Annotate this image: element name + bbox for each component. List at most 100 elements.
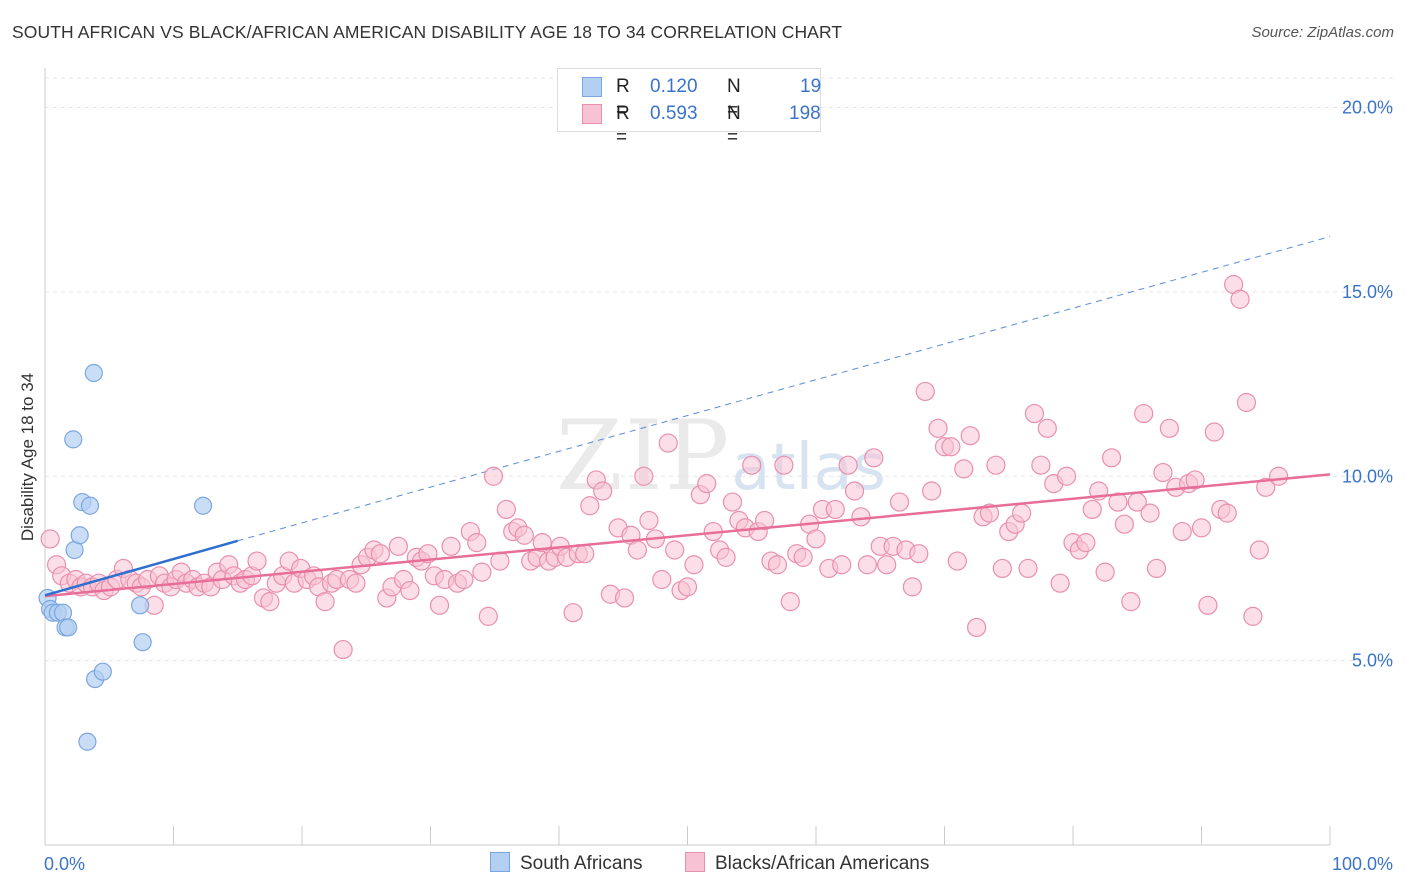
- y-tick-label: 20.0%: [1342, 98, 1393, 118]
- data-point-blacks: [563, 603, 583, 623]
- data-point-blacks: [658, 433, 678, 453]
- tick-labels: 5.0% 10.0% 15.0% 20.0% 0.0% 100.0%: [44, 98, 1393, 875]
- data-point-blacks: [909, 544, 929, 564]
- data-point-blacks: [767, 555, 788, 575]
- data-point-blacks: [454, 569, 474, 590]
- axes: [44, 68, 1331, 846]
- data-point-blacks: [1076, 533, 1096, 553]
- data-point-blacks: [1011, 503, 1032, 523]
- data-point-blacks: [652, 569, 672, 590]
- legend-n-value: 19: [800, 76, 822, 97]
- data-point-blacks: [472, 562, 492, 582]
- data-point-blacks: [370, 544, 390, 564]
- data-point-blacks: [1082, 499, 1102, 520]
- legend-item-south-africans: South Africans: [490, 852, 643, 875]
- legend-r-label: R =: [616, 76, 630, 121]
- data-point-blacks: [844, 481, 865, 501]
- data-point-blacks: [1140, 503, 1160, 523]
- data-point-blacks: [684, 555, 704, 575]
- data-point-blacks: [1134, 403, 1154, 424]
- trend-line-south-africans: [44, 539, 239, 597]
- trend-lines-front: [44, 473, 1331, 598]
- data-point-blacks: [992, 558, 1012, 579]
- data-point-blacks: [496, 499, 516, 520]
- data-point-blacks: [716, 547, 736, 567]
- data-point-blacks: [1018, 558, 1038, 579]
- data-point-blacks: [889, 492, 910, 512]
- data-point-blacks: [832, 555, 852, 575]
- legend-r-label: R =: [616, 103, 630, 148]
- data-point-blacks: [388, 536, 408, 556]
- data-point-south-africans: [133, 633, 152, 652]
- data-point-blacks: [1056, 466, 1077, 486]
- data-point-south-africans: [70, 526, 89, 545]
- data-point-blacks: [40, 529, 60, 549]
- data-point-blacks: [1146, 558, 1167, 579]
- data-point-blacks: [346, 573, 366, 593]
- data-point-blacks: [928, 418, 948, 438]
- data-point-blacks: [902, 577, 922, 597]
- y-tick-label: 15.0%: [1342, 282, 1393, 302]
- data-point-blacks: [1268, 466, 1289, 486]
- data-point-blacks: [697, 474, 717, 494]
- data-point-blacks: [580, 496, 600, 516]
- data-point-blacks: [793, 547, 813, 567]
- data-point-blacks: [1249, 540, 1269, 560]
- data-point-blacks: [1024, 403, 1045, 424]
- trend-line-blacks: [44, 473, 1331, 598]
- data-point-blacks: [1172, 521, 1192, 542]
- legend-n-value: 198: [789, 103, 821, 124]
- data-point-blacks: [806, 529, 826, 549]
- data-point-blacks: [575, 544, 595, 564]
- data-point-blacks: [634, 466, 654, 486]
- y-tick-label: 5.0%: [1352, 651, 1393, 671]
- data-point-blacks: [754, 510, 775, 531]
- data-point-blacks: [864, 448, 884, 468]
- data-point-blacks: [825, 499, 845, 520]
- data-point-blacks: [247, 551, 267, 571]
- legend-label-blacks: Blacks/African Americans: [715, 853, 930, 874]
- x-tick-label: 100.0%: [1332, 854, 1393, 874]
- data-point-blacks: [774, 455, 794, 475]
- y-tick-label: 10.0%: [1342, 466, 1393, 486]
- data-point-south-africans: [193, 496, 213, 515]
- data-point-south-africans: [130, 596, 150, 615]
- data-point-blacks: [979, 503, 1000, 523]
- data-point-south-africans: [78, 732, 97, 751]
- data-point-blacks: [780, 592, 800, 612]
- data-point-blacks: [1031, 455, 1051, 475]
- data-point-blacks: [665, 540, 685, 560]
- data-point-blacks: [922, 481, 942, 501]
- data-point-blacks: [1243, 606, 1263, 626]
- data-point-blacks: [1037, 418, 1057, 438]
- data-point-blacks: [1217, 503, 1237, 523]
- data-point-blacks: [857, 555, 878, 575]
- data-point-blacks: [838, 455, 858, 475]
- data-point-blacks: [1153, 462, 1173, 483]
- data-point-blacks: [260, 592, 280, 612]
- data-point-blacks: [915, 381, 935, 402]
- data-point-blacks: [1191, 518, 1212, 538]
- legend-swatch-pink: [582, 104, 602, 124]
- data-point-blacks: [1108, 492, 1128, 512]
- data-point-blacks: [593, 481, 613, 501]
- legend-swatch-pink: [685, 852, 705, 872]
- legend-label-south-africans: South Africans: [520, 853, 643, 874]
- data-point-blacks: [315, 592, 335, 612]
- data-point-blacks: [400, 580, 420, 601]
- data-point-blacks: [1236, 392, 1257, 413]
- data-point-south-africans: [80, 496, 100, 515]
- data-point-blacks: [851, 507, 871, 527]
- data-point-blacks: [333, 639, 353, 660]
- data-point-blacks: [1204, 422, 1224, 442]
- data-point-blacks: [614, 588, 635, 608]
- data-point-south-africans: [93, 662, 112, 681]
- trend-lines: [237, 236, 1331, 542]
- data-point-blacks: [1101, 448, 1122, 468]
- series-blacks-points: [40, 274, 1289, 660]
- data-point-blacks: [1256, 477, 1276, 497]
- data-point-blacks: [742, 455, 762, 475]
- data-point-blacks: [639, 510, 659, 531]
- data-point-blacks: [1230, 289, 1250, 309]
- data-point-blacks: [967, 617, 987, 638]
